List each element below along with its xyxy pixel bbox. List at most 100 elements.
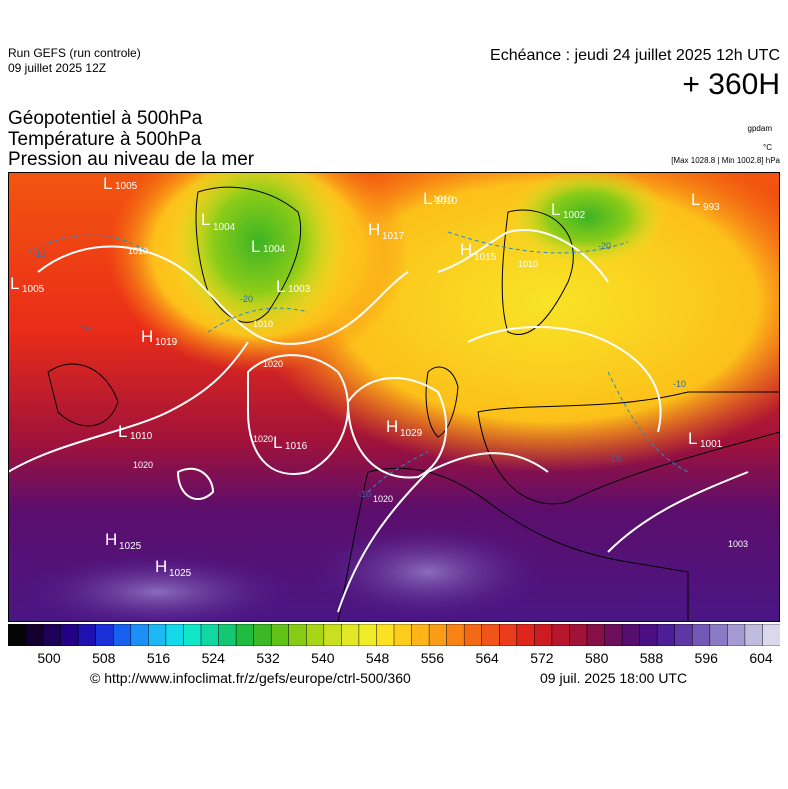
svg-text:L: L	[551, 200, 560, 219]
color-swatch	[393, 624, 413, 646]
svg-text:H: H	[460, 240, 472, 259]
svg-text:1003: 1003	[288, 284, 311, 295]
pressure-center: L 1004	[251, 237, 286, 256]
color-swatch	[709, 624, 729, 646]
isotherm-label: -10	[358, 489, 371, 499]
color-swatch	[463, 624, 483, 646]
color-swatch	[200, 624, 220, 646]
color-swatch	[744, 624, 764, 646]
svg-text:1015: 1015	[474, 252, 497, 263]
svg-text:1004: 1004	[263, 244, 286, 255]
color-swatch	[516, 624, 536, 646]
color-swatch	[270, 624, 290, 646]
run-label: Run GEFS (run controle)	[8, 46, 141, 60]
coastlines	[47, 186, 780, 622]
warm-core-atlantic	[18, 552, 298, 622]
color-swatch	[727, 624, 746, 646]
source-url: © http://www.infoclimat.fr/z/gefs/europe…	[90, 670, 411, 686]
svg-text:L: L	[273, 433, 282, 452]
color-swatch	[42, 624, 62, 646]
color-swatch	[446, 624, 465, 646]
color-swatch	[60, 624, 79, 646]
isobar-label: 1010	[433, 194, 453, 204]
isotherm-label: -10	[33, 249, 46, 259]
pressure-center: L 1016	[273, 433, 308, 452]
color-swatch	[499, 624, 518, 646]
svg-text:1025: 1025	[169, 568, 192, 579]
color-swatch	[306, 624, 325, 646]
color-swatch	[341, 624, 360, 646]
scale-tick-label: 516	[146, 650, 171, 666]
isobars	[8, 229, 749, 613]
color-swatch	[604, 624, 623, 646]
isotherm-label: -10	[78, 324, 91, 334]
scale-tick-label: 500	[37, 650, 61, 666]
color-swatch	[481, 624, 501, 646]
scale-tick-label: 532	[256, 650, 280, 666]
color-swatch	[165, 624, 185, 646]
svg-text:1010: 1010	[130, 431, 153, 442]
color-swatch	[762, 624, 780, 646]
color-swatch	[148, 624, 167, 646]
pressure-center: L 1005	[103, 174, 138, 193]
run-time: 09 juil. 2025 18:00 UTC	[540, 670, 688, 686]
cold-core-norway	[508, 172, 668, 267]
color-swatch	[323, 624, 343, 646]
color-swatch	[656, 624, 676, 646]
color-swatch	[183, 624, 202, 646]
scale-tick-label: 604	[749, 650, 773, 666]
map-frame	[8, 172, 780, 622]
isotherm-label: -20	[598, 241, 611, 251]
scale-tick-label: 596	[694, 650, 718, 666]
color-swatch	[113, 624, 132, 646]
svg-text:H: H	[368, 220, 380, 239]
isotherm-label: -10	[673, 379, 686, 389]
svg-text:H: H	[155, 557, 167, 576]
svg-text:993: 993	[703, 202, 720, 213]
svg-text:1005: 1005	[22, 284, 45, 295]
scale-tick-label: 540	[311, 650, 335, 666]
isobar-label: 1020	[253, 434, 273, 444]
svg-text:1001: 1001	[700, 439, 723, 450]
color-swatch	[551, 624, 571, 646]
pressure-center: H 1015	[460, 240, 497, 263]
isotherm-label: -10	[608, 454, 621, 464]
scale-tick-label: 588	[639, 650, 664, 666]
pressure-centers: L 1005 L 1004 L 1004 L 1003 H 1017 L 1010 L 100…	[10, 174, 723, 579]
isotherm-label: -20	[240, 294, 253, 304]
isotherm-labels: -10 -20 -20 -10 -10 -10 -10	[33, 241, 686, 499]
color-swatch	[674, 624, 694, 646]
color-swatch	[376, 624, 395, 646]
svg-text:L: L	[423, 189, 432, 208]
forecast-valid-time: Echéance : jeudi 24 juillet 2025 12h UTC	[490, 47, 780, 64]
isobar-label: 1003	[728, 539, 748, 549]
isobar-label: 1020	[373, 494, 393, 504]
color-swatch	[77, 624, 97, 646]
pressure-center: H 1025	[155, 557, 192, 579]
svg-text:L: L	[688, 429, 697, 448]
isobar-label: 1010	[518, 259, 538, 269]
pressure-center: L 1010	[423, 189, 458, 208]
color-swatch	[130, 624, 150, 646]
isobar-labels: 1010 1020 1020 1020 1020 1010 1010 1003 …	[128, 194, 748, 549]
warm-core-africa	[308, 522, 548, 622]
color-swatch	[95, 624, 115, 646]
svg-text:L: L	[118, 422, 127, 441]
scale-tick-label: 508	[92, 650, 116, 666]
color-swatch	[569, 624, 588, 646]
svg-text:1010: 1010	[435, 196, 458, 207]
svg-text:1002: 1002	[563, 210, 586, 221]
pressure-center: L 1004	[201, 210, 236, 233]
svg-text:H: H	[141, 327, 153, 346]
isobar-label: 1010	[128, 246, 148, 256]
title-geopotential: Géopotentiel à 500hPa	[8, 108, 203, 129]
svg-text:L: L	[201, 210, 210, 229]
isobar-label: 1020	[263, 359, 283, 369]
scale-tick-label: 580	[585, 650, 609, 666]
pressure-center: H 1019	[141, 327, 178, 348]
pressure-center: L 1002	[551, 200, 586, 221]
color-swatch	[218, 624, 237, 646]
scale-tick-label: 572	[530, 650, 554, 666]
pressure-center: L 1001	[688, 429, 723, 450]
pressure-range: [Max 1028.8 | Min 1002.8] hPa	[671, 156, 780, 165]
